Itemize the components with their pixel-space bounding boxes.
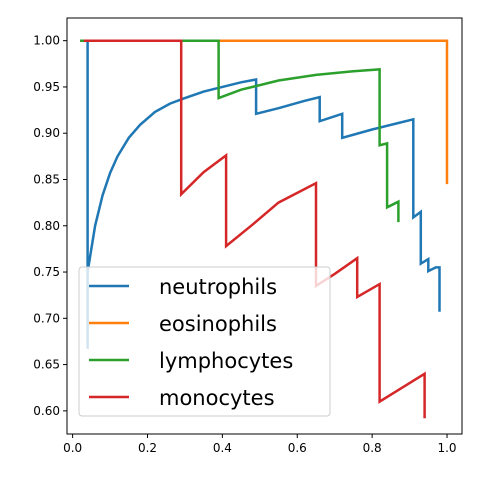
- series-line-lymphocytes: [80, 39, 400, 223]
- legend-label: lymphocytes: [159, 349, 293, 373]
- y-tick-label: 0.65: [33, 358, 60, 372]
- series-line-monocytes: [83, 39, 426, 419]
- x-tick-label: 0.2: [138, 441, 157, 455]
- x-tick-label: 0.4: [213, 441, 232, 455]
- legend-label: eosinophils: [159, 312, 277, 336]
- legend: neutrophils eosinophils lymphocytes monocyt…: [78, 266, 331, 417]
- legend-box: [78, 266, 331, 417]
- y-tick-label: 0.60: [33, 404, 60, 418]
- y-tick-label: 0.75: [33, 265, 60, 279]
- legend-label: monocytes: [159, 386, 275, 410]
- series-lines: [80, 39, 449, 419]
- x-tick-label: 1.0: [437, 441, 456, 455]
- plot-frame: [66, 17, 463, 435]
- x-tick-label: 0.8: [363, 441, 382, 455]
- legend-label: neutrophils: [159, 275, 277, 299]
- y-tick-label: 0.95: [33, 80, 60, 94]
- x-axis: 0.0 0.2 0.4 0.6 0.8 1.0: [63, 434, 457, 455]
- y-tick-label: 0.85: [33, 172, 60, 186]
- series-line-neutrophils: [86, 40, 441, 349]
- x-tick-label: 0.6: [288, 441, 307, 455]
- x-tick-label: 0.0: [63, 441, 82, 455]
- y-tick-label: 1.00: [33, 34, 60, 48]
- y-tick-label: 0.80: [33, 219, 60, 233]
- y-tick-label: 0.70: [33, 311, 60, 325]
- y-tick-label: 0.90: [33, 126, 60, 140]
- y-axis: 0.60 0.65 0.70 0.75 0.80 0.85 0.90 0.95 1.00: [33, 34, 67, 418]
